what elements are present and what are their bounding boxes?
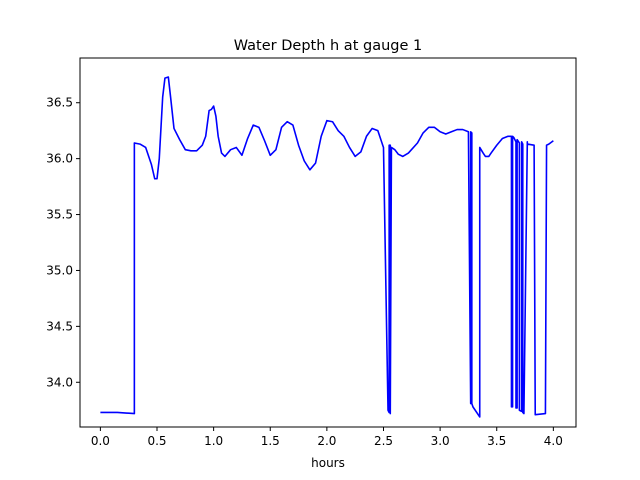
y-axis-ticks: 34.0 34.5 35.0 35.5 36.0 36.5 bbox=[46, 96, 80, 389]
x-axis-ticks: 0.0 0.5 1.0 1.5 2.0 2.5 3.0 3.5 4.0 bbox=[91, 427, 563, 448]
x-tick-label: 0.0 bbox=[91, 434, 110, 448]
y-tick-label: 34.5 bbox=[46, 319, 73, 333]
plot-area bbox=[100, 76, 554, 418]
x-tick-label: 2.0 bbox=[317, 434, 336, 448]
x-tick-label: 1.5 bbox=[261, 434, 280, 448]
y-tick-label: 35.0 bbox=[46, 263, 73, 277]
plot-frame bbox=[79, 57, 577, 428]
x-axis-label: hours bbox=[311, 456, 345, 470]
y-tick-label: 36.0 bbox=[46, 152, 73, 166]
y-tick-label: 35.5 bbox=[46, 208, 73, 222]
y-tick-label: 36.5 bbox=[46, 96, 73, 110]
x-tick-label: 4.0 bbox=[544, 434, 563, 448]
series-line-0 bbox=[100, 76, 554, 418]
x-tick-label: 3.0 bbox=[431, 434, 450, 448]
y-tick-label: 34.0 bbox=[46, 375, 73, 389]
chart-title: Water Depth h at gauge 1 bbox=[234, 38, 422, 54]
x-tick-label: 1.0 bbox=[204, 434, 223, 448]
x-tick-label: 3.5 bbox=[487, 434, 506, 448]
x-tick-label: 2.5 bbox=[374, 434, 393, 448]
x-tick-label: 0.5 bbox=[147, 434, 166, 448]
